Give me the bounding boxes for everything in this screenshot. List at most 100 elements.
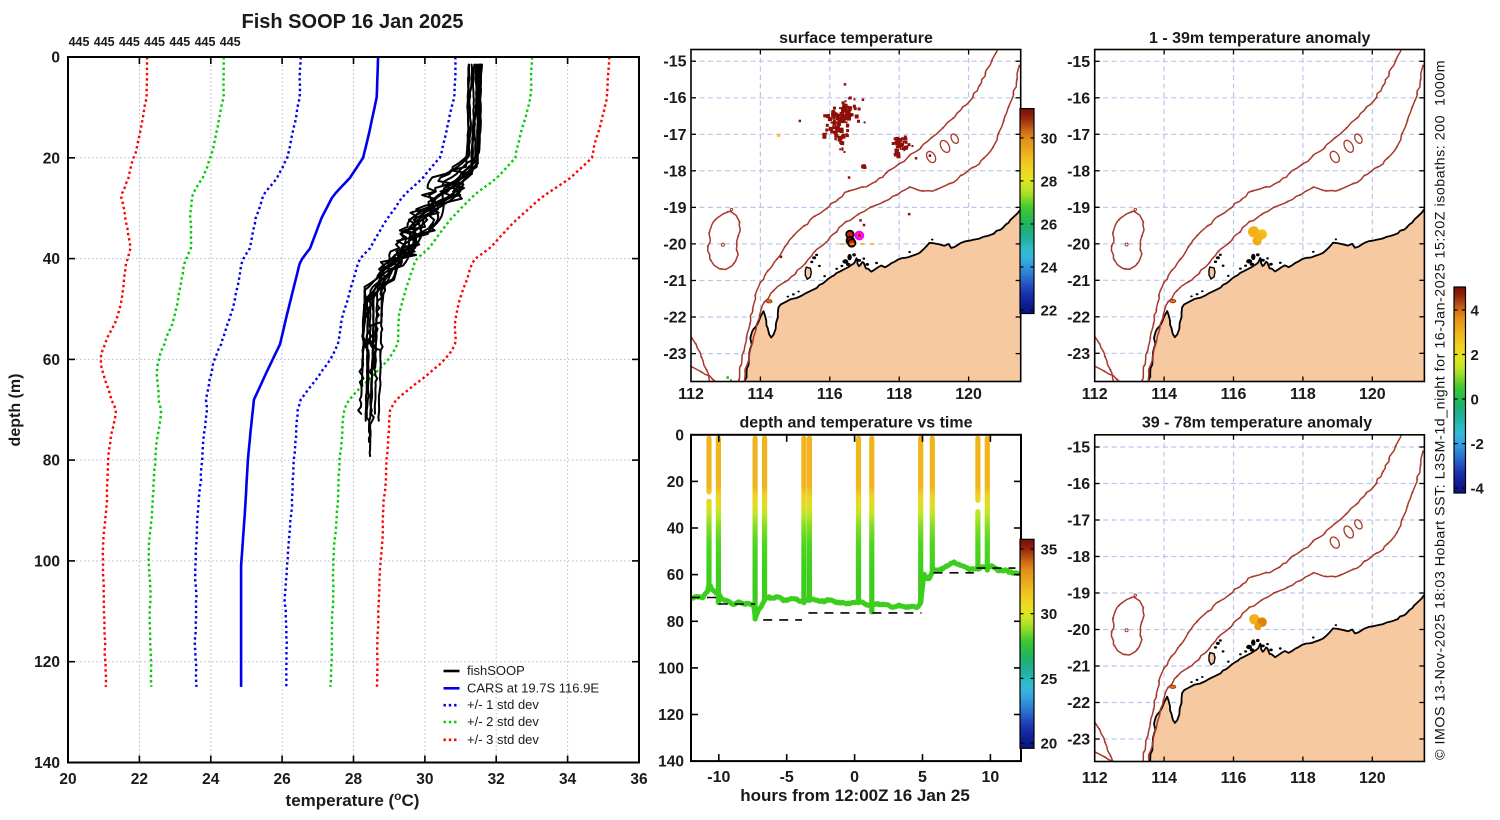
svg-text:140: 140 bbox=[34, 755, 60, 772]
svg-text:445: 445 bbox=[69, 35, 90, 49]
svg-text:20: 20 bbox=[667, 474, 684, 491]
svg-text:-19: -19 bbox=[1067, 200, 1090, 217]
svg-text:118: 118 bbox=[1290, 386, 1316, 403]
svg-text:112: 112 bbox=[1082, 386, 1108, 403]
svg-text:-18: -18 bbox=[1067, 163, 1090, 180]
svg-text:-22: -22 bbox=[663, 310, 686, 327]
svg-text:80: 80 bbox=[667, 614, 684, 631]
svg-text:surface temperature: surface temperature bbox=[779, 30, 933, 47]
svg-text:32: 32 bbox=[488, 771, 505, 788]
svg-text:40: 40 bbox=[667, 521, 684, 538]
svg-text:445: 445 bbox=[119, 35, 140, 49]
svg-text:-10: -10 bbox=[707, 769, 730, 786]
svg-text:120: 120 bbox=[1359, 770, 1386, 787]
svg-text:5: 5 bbox=[918, 769, 927, 786]
svg-text:-21: -21 bbox=[663, 273, 686, 290]
svg-text:-15: -15 bbox=[1067, 440, 1090, 457]
svg-text:+/- 2 std dev: +/- 2 std dev bbox=[467, 714, 539, 729]
svg-text:36: 36 bbox=[630, 771, 648, 788]
svg-text:80: 80 bbox=[43, 453, 60, 470]
svg-text:-17: -17 bbox=[1067, 513, 1090, 530]
svg-text:40: 40 bbox=[43, 251, 60, 268]
svg-text:20: 20 bbox=[43, 150, 60, 167]
svg-text:445: 445 bbox=[144, 35, 165, 49]
svg-text:-18: -18 bbox=[1067, 549, 1090, 566]
svg-text:26: 26 bbox=[273, 771, 291, 788]
svg-text:CARS at 19.7S 116.9E: CARS at 19.7S 116.9E bbox=[467, 680, 599, 695]
svg-text:116: 116 bbox=[1221, 386, 1247, 403]
svg-text:118: 118 bbox=[1290, 770, 1316, 787]
svg-text:25: 25 bbox=[1041, 671, 1058, 688]
svg-text:-22: -22 bbox=[1067, 309, 1090, 326]
svg-text:100: 100 bbox=[34, 553, 60, 570]
svg-text:22: 22 bbox=[131, 771, 148, 788]
svg-text:114: 114 bbox=[1151, 770, 1177, 787]
svg-text:temperature (oC): temperature (oC) bbox=[286, 789, 420, 810]
svg-text:114: 114 bbox=[747, 386, 773, 403]
svg-text:120: 120 bbox=[34, 654, 60, 671]
svg-text:-19: -19 bbox=[663, 200, 686, 217]
svg-text:20: 20 bbox=[1041, 736, 1058, 753]
svg-text:26: 26 bbox=[1041, 217, 1058, 234]
svg-text:24: 24 bbox=[1041, 260, 1058, 277]
svg-text:140: 140 bbox=[658, 754, 684, 771]
svg-text:+/- 3 std dev: +/- 3 std dev bbox=[467, 732, 539, 747]
svg-text:depth and temperature vs time: depth and temperature vs time bbox=[740, 415, 973, 432]
svg-text:-23: -23 bbox=[663, 346, 686, 363]
svg-text:114: 114 bbox=[1151, 386, 1177, 403]
svg-text:100: 100 bbox=[658, 660, 684, 677]
svg-text:+/- 1 std dev: +/- 1 std dev bbox=[467, 697, 539, 712]
svg-text:hours from 12:00Z 16 Jan 25: hours from 12:00Z 16 Jan 25 bbox=[740, 786, 970, 805]
svg-text:-19: -19 bbox=[1067, 586, 1090, 603]
svg-text:0: 0 bbox=[675, 427, 684, 444]
svg-text:-20: -20 bbox=[1067, 622, 1090, 639]
svg-text:120: 120 bbox=[658, 707, 684, 724]
svg-text:24: 24 bbox=[202, 771, 220, 788]
svg-text:112: 112 bbox=[1082, 770, 1108, 787]
svg-text:-2: -2 bbox=[1471, 436, 1484, 453]
svg-text:4: 4 bbox=[1471, 302, 1480, 319]
svg-text:-22: -22 bbox=[1067, 695, 1090, 712]
svg-text:-20: -20 bbox=[663, 236, 686, 253]
svg-text:120: 120 bbox=[1359, 386, 1386, 403]
svg-text:0: 0 bbox=[850, 769, 859, 786]
svg-text:28: 28 bbox=[1041, 173, 1058, 190]
svg-text:445: 445 bbox=[220, 35, 241, 49]
svg-text:-20: -20 bbox=[1067, 236, 1090, 253]
svg-text:120: 120 bbox=[955, 386, 982, 403]
svg-text:© IMOS 13-Nov-2025 18:03 Hobar: © IMOS 13-Nov-2025 18:03 Hobart SST: L3S… bbox=[1433, 60, 1449, 760]
svg-text:30: 30 bbox=[1041, 606, 1058, 623]
svg-text:-15: -15 bbox=[663, 54, 686, 71]
svg-text:0: 0 bbox=[51, 50, 60, 67]
svg-text:-23: -23 bbox=[1067, 732, 1090, 749]
svg-text:-17: -17 bbox=[1067, 127, 1090, 144]
svg-text:445: 445 bbox=[195, 35, 216, 49]
svg-text:-16: -16 bbox=[663, 90, 686, 107]
svg-text:118: 118 bbox=[886, 386, 912, 403]
svg-text:-23: -23 bbox=[1067, 346, 1090, 363]
svg-text:2: 2 bbox=[1471, 347, 1479, 364]
svg-text:Fish SOOP 16 Jan 2025: Fish SOOP 16 Jan 2025 bbox=[242, 11, 464, 33]
svg-text:20: 20 bbox=[59, 771, 76, 788]
svg-text:fishSOOP: fishSOOP bbox=[467, 663, 525, 678]
svg-text:-16: -16 bbox=[1067, 90, 1090, 107]
svg-text:-17: -17 bbox=[663, 127, 686, 144]
svg-text:30: 30 bbox=[416, 771, 433, 788]
svg-text:60: 60 bbox=[43, 352, 60, 369]
svg-text:112: 112 bbox=[678, 386, 704, 403]
svg-text:-16: -16 bbox=[1067, 476, 1090, 493]
svg-text:1 - 39m temperature anomaly: 1 - 39m temperature anomaly bbox=[1149, 30, 1371, 47]
svg-text:-15: -15 bbox=[1067, 54, 1090, 71]
svg-text:35: 35 bbox=[1041, 542, 1058, 559]
svg-text:445: 445 bbox=[169, 35, 190, 49]
svg-text:depth (m): depth (m) bbox=[7, 374, 24, 447]
svg-text:34: 34 bbox=[559, 771, 577, 788]
svg-text:22: 22 bbox=[1041, 303, 1058, 320]
svg-text:-21: -21 bbox=[1067, 659, 1090, 676]
svg-text:-21: -21 bbox=[1067, 273, 1090, 290]
svg-text:-5: -5 bbox=[780, 769, 794, 786]
svg-text:10: 10 bbox=[982, 769, 1000, 786]
svg-text:116: 116 bbox=[1221, 770, 1247, 787]
svg-text:0: 0 bbox=[1471, 392, 1479, 409]
svg-text:-18: -18 bbox=[663, 163, 686, 180]
